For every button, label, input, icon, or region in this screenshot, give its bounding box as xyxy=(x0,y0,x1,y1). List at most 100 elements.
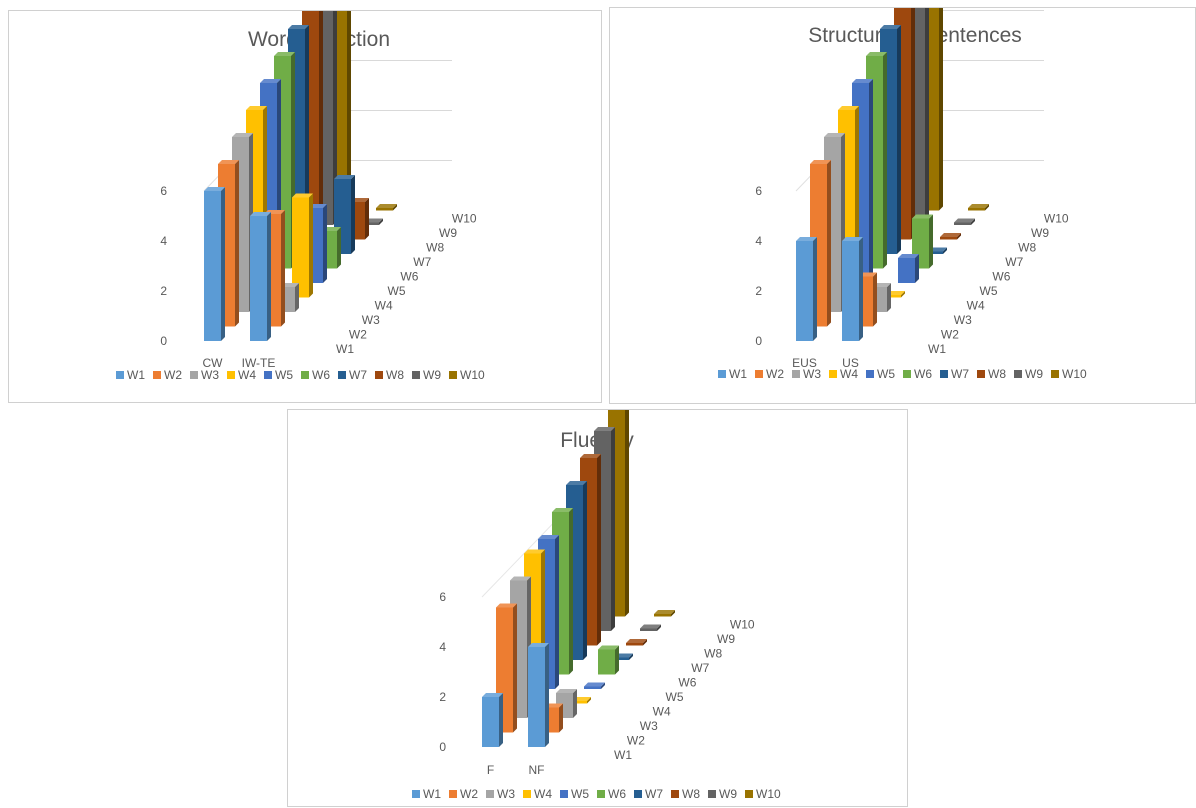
depth-axis-label: W7 xyxy=(1005,255,1023,269)
svg-text:W2: W2 xyxy=(164,368,182,382)
svg-text:W7: W7 xyxy=(349,368,367,382)
depth-axis-label: W9 xyxy=(1031,226,1049,240)
svg-text:W8: W8 xyxy=(386,368,404,382)
bar-w6-nf xyxy=(598,645,619,675)
chart-svg: Structure of Sentences0246EUSUSW1W2W3W4W… xyxy=(718,8,1087,381)
depth-axis-label: W3 xyxy=(954,313,972,327)
svg-text:W7: W7 xyxy=(645,787,663,801)
depth-axis-label: W4 xyxy=(967,299,985,313)
svg-text:W6: W6 xyxy=(312,368,330,382)
legend-item-w7: W7 xyxy=(940,367,969,381)
category-label: IW-TE xyxy=(242,356,276,370)
legend-item-w6: W6 xyxy=(301,368,330,382)
legend-item-w10: W10 xyxy=(745,787,781,801)
svg-text:W4: W4 xyxy=(840,367,858,381)
y-tick-label: 4 xyxy=(439,640,446,654)
legend-item-w4: W4 xyxy=(829,367,858,381)
bar-w10-iw-te xyxy=(376,204,397,211)
legend-item-w9: W9 xyxy=(412,368,441,382)
depth-axis-label: W5 xyxy=(388,284,406,298)
bar-w9-nf xyxy=(640,624,661,631)
legend-item-w3: W3 xyxy=(792,367,821,381)
bar-w5-us xyxy=(898,254,919,283)
legend-item-w6: W6 xyxy=(903,367,932,381)
legend-item-w10: W10 xyxy=(449,368,485,382)
svg-text:W9: W9 xyxy=(719,787,737,801)
depth-axis-label: W2 xyxy=(941,328,959,342)
legend-item-w5: W5 xyxy=(560,787,589,801)
svg-text:W6: W6 xyxy=(914,367,932,381)
svg-text:W1: W1 xyxy=(127,368,145,382)
svg-text:W4: W4 xyxy=(238,368,256,382)
category-label: EUS xyxy=(792,356,817,370)
svg-text:W1: W1 xyxy=(423,787,441,801)
legend-item-w6: W6 xyxy=(597,787,626,801)
depth-axis-label: W8 xyxy=(704,647,722,661)
legend-item-w8: W8 xyxy=(977,367,1006,381)
category-label: F xyxy=(487,763,494,777)
svg-text:W6: W6 xyxy=(608,787,626,801)
category-label: CW xyxy=(203,356,224,370)
bar-w1-us xyxy=(842,237,863,341)
svg-text:W10: W10 xyxy=(756,787,781,801)
legend-item-w3: W3 xyxy=(190,368,219,382)
depth-axis-label: W1 xyxy=(928,342,946,356)
bar-w1-nf xyxy=(528,643,549,747)
depth-axis-label: W9 xyxy=(717,632,735,646)
category-label: NF xyxy=(529,763,545,777)
bar-w8-us xyxy=(940,233,961,240)
depth-axis-label: W6 xyxy=(400,270,418,284)
y-tick-label: 0 xyxy=(160,334,167,348)
chart-panel-structure-of-sentences: Structure of Sentences0246EUSUSW1W2W3W4W… xyxy=(609,7,1196,404)
legend-item-w8: W8 xyxy=(375,368,404,382)
svg-text:W9: W9 xyxy=(1025,367,1043,381)
depth-axis-label: W7 xyxy=(691,661,709,675)
legend-item-w10: W10 xyxy=(1051,367,1087,381)
depth-axis-label: W9 xyxy=(439,226,457,240)
legend-item-w1: W1 xyxy=(116,368,145,382)
y-tick-label: 4 xyxy=(160,234,167,248)
svg-text:W5: W5 xyxy=(877,367,895,381)
chart-svg: Word Selection0246CWIW-TEW1W2W3W4W5W6W7W… xyxy=(116,11,485,382)
bar-w1-eus xyxy=(796,237,817,341)
legend-item-w4: W4 xyxy=(523,787,552,801)
depth-axis-label: W3 xyxy=(640,719,658,733)
y-tick-label: 0 xyxy=(439,740,446,754)
bar-w4-iw-te xyxy=(292,193,313,298)
category-label: US xyxy=(842,356,859,370)
chart-panel-word-selection: Word Selection0246CWIW-TEW1W2W3W4W5W6W7W… xyxy=(8,10,602,403)
svg-text:W8: W8 xyxy=(682,787,700,801)
legend-item-w9: W9 xyxy=(708,787,737,801)
legend-item-w3: W3 xyxy=(486,787,515,801)
depth-axis-label: W1 xyxy=(336,342,354,356)
chart-svg: Fluency0246FNFW1W2W3W4W5W6W7W8W9W10W1W2W… xyxy=(412,410,781,801)
svg-text:W10: W10 xyxy=(460,368,485,382)
depth-axis-label: W2 xyxy=(349,328,367,342)
depth-axis-label: W1 xyxy=(614,748,632,762)
bar-w1-iw-te xyxy=(250,212,271,341)
legend-item-w1: W1 xyxy=(718,367,747,381)
chart-panel-fluency: Fluency0246FNFW1W2W3W4W5W6W7W8W9W10W1W2W… xyxy=(287,409,908,807)
bar-w8-nf xyxy=(626,639,647,646)
svg-text:W9: W9 xyxy=(423,368,441,382)
legend-item-w5: W5 xyxy=(866,367,895,381)
svg-text:W4: W4 xyxy=(534,787,552,801)
legend-item-w1: W1 xyxy=(412,787,441,801)
svg-text:W3: W3 xyxy=(201,368,219,382)
y-tick-label: 2 xyxy=(160,284,167,298)
depth-axis-label: W4 xyxy=(653,705,671,719)
depth-axis-label: W5 xyxy=(666,690,684,704)
depth-axis-label: W8 xyxy=(426,241,444,255)
y-tick-label: 6 xyxy=(439,590,446,604)
legend-item-w2: W2 xyxy=(449,787,478,801)
legend-item-w5: W5 xyxy=(264,368,293,382)
bar-w5-nf xyxy=(584,682,605,689)
legend-item-w2: W2 xyxy=(755,367,784,381)
legend-item-w9: W9 xyxy=(1014,367,1043,381)
svg-text:W5: W5 xyxy=(571,787,589,801)
depth-axis-label: W10 xyxy=(730,618,755,632)
depth-axis-label: W2 xyxy=(627,734,645,748)
y-tick-label: 0 xyxy=(755,334,762,348)
svg-text:W3: W3 xyxy=(803,367,821,381)
y-tick-label: 6 xyxy=(160,184,167,198)
